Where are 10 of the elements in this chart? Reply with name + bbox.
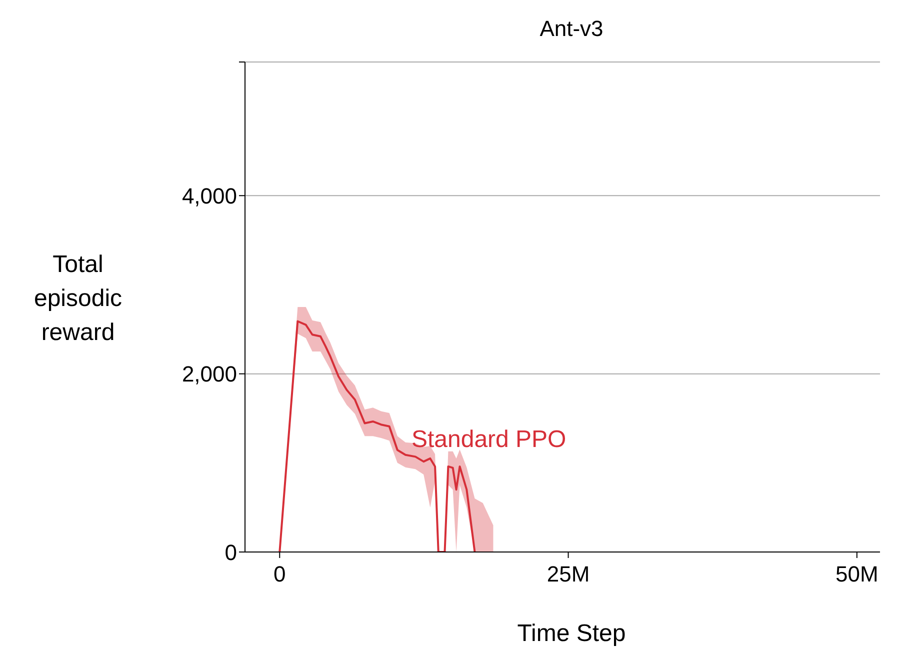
x-axis-title: Time Step [516,620,627,648]
x-tick-label: 25M [546,562,590,587]
chart-title: Ant-v3 [538,16,604,42]
y-tick-label: 0 [224,540,237,565]
y-tick-label: 4,000 [182,183,237,208]
y-tick-label: 2,000 [182,362,237,387]
y-axis-title: Total episodic reward [32,250,124,348]
x-tick-label: 0 [274,562,286,587]
series-label: Standard PPO [411,426,566,453]
x-tick-label: 50M [836,562,878,587]
